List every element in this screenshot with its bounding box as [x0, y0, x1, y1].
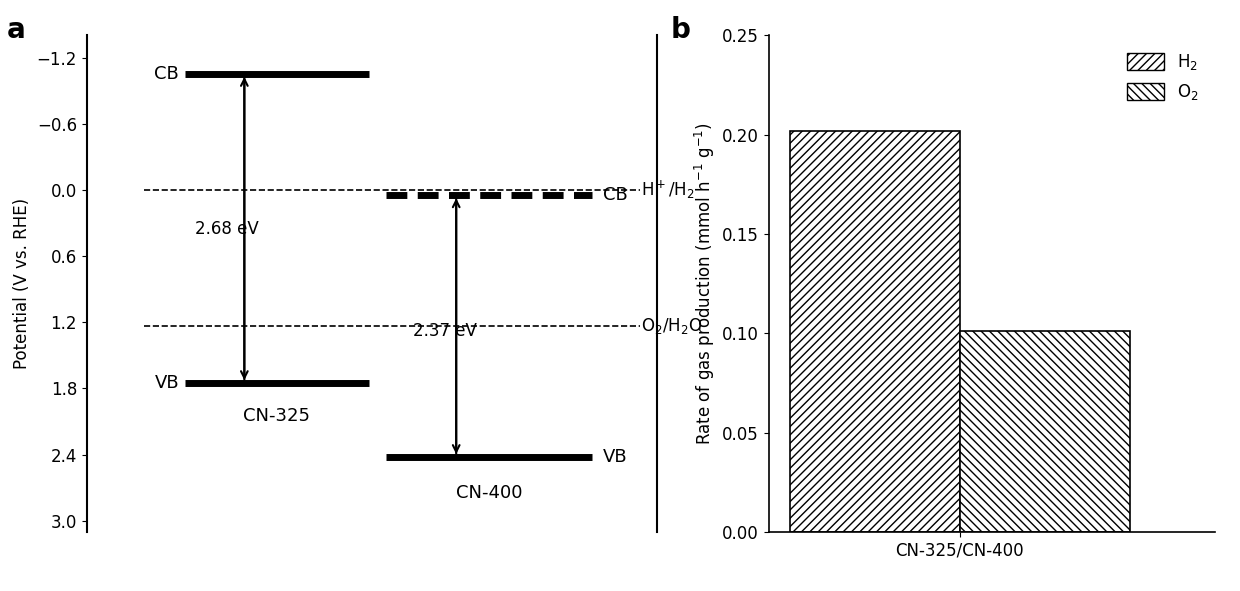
Y-axis label: Rate of gas production (mmol h$^{-1}$ g$^{-1}$): Rate of gas production (mmol h$^{-1}$ g$… [693, 122, 717, 445]
Y-axis label: Potential (V vs. RHE): Potential (V vs. RHE) [14, 198, 31, 369]
Text: VB: VB [155, 374, 179, 392]
Text: O$_2$/H$_2$O: O$_2$/H$_2$O [641, 316, 702, 336]
Text: CN-400: CN-400 [455, 484, 522, 502]
Text: CB: CB [603, 186, 627, 204]
Legend: H$_2$, O$_2$: H$_2$, O$_2$ [1118, 44, 1207, 111]
Text: VB: VB [603, 448, 627, 466]
Text: 2.37 eV: 2.37 eV [413, 322, 476, 340]
Text: 2.68 eV: 2.68 eV [196, 219, 259, 238]
Text: CB: CB [155, 65, 179, 83]
Text: CN-325: CN-325 [243, 407, 310, 425]
Bar [960, 332, 1130, 532]
Text: H$^+$/H$_2$: H$^+$/H$_2$ [641, 178, 694, 201]
Bar [790, 131, 960, 532]
Text: b: b [671, 15, 691, 44]
Text: a: a [7, 15, 26, 44]
